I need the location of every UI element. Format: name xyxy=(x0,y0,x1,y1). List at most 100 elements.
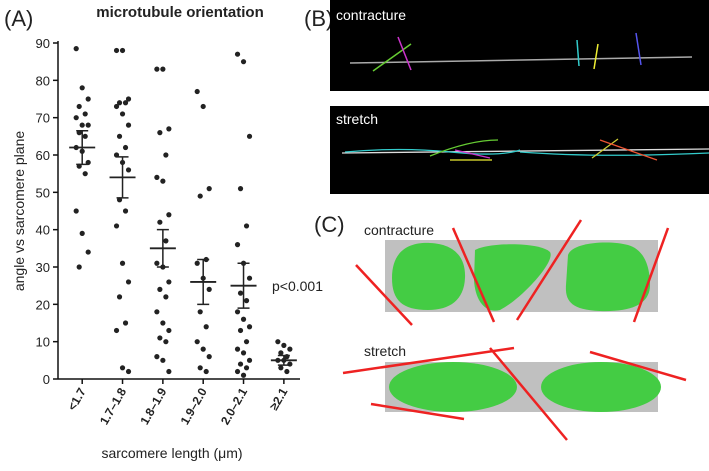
y-tick-label: 80 xyxy=(36,73,50,88)
data-point xyxy=(122,320,129,326)
data-point xyxy=(73,208,79,214)
data-point xyxy=(113,223,120,229)
data-point xyxy=(206,286,212,292)
data-point xyxy=(246,324,253,330)
data-point xyxy=(73,46,79,52)
microtubules xyxy=(355,219,670,326)
data-point xyxy=(194,88,200,95)
microtubules xyxy=(341,138,709,161)
data-point xyxy=(243,339,250,345)
data-point xyxy=(234,309,241,315)
x-tick-label: ≥2.1 xyxy=(267,385,291,412)
error-bar xyxy=(277,354,290,366)
data-point xyxy=(287,346,293,352)
data-point xyxy=(157,335,163,341)
data-point xyxy=(163,339,169,345)
image-label: contracture xyxy=(336,7,406,23)
data-point xyxy=(243,365,250,371)
data-point xyxy=(197,193,203,199)
data-point xyxy=(166,126,172,132)
y-tick-label: 20 xyxy=(36,297,50,312)
data-point xyxy=(154,174,160,180)
data-point xyxy=(122,208,129,214)
data-point xyxy=(234,368,241,375)
x-tick-label: 1.7–1.8 xyxy=(97,385,129,427)
data-point xyxy=(275,339,281,345)
data-point xyxy=(237,361,244,367)
data-point xyxy=(82,171,88,177)
data-point xyxy=(194,260,200,266)
data-point xyxy=(200,103,206,110)
data-point xyxy=(203,324,209,330)
data-point xyxy=(79,230,85,236)
data-point xyxy=(113,103,120,110)
data-point xyxy=(166,327,172,334)
diagram-label: stretch xyxy=(364,343,406,359)
data-point xyxy=(154,66,160,72)
data-point xyxy=(154,354,160,360)
data-point xyxy=(85,122,91,128)
data-point xyxy=(76,103,82,110)
x-tick-label: <1.7 xyxy=(65,385,89,413)
data-point xyxy=(163,152,169,158)
data-point xyxy=(119,47,126,54)
data-point xyxy=(125,167,132,173)
microtubules xyxy=(349,32,693,72)
microtubules xyxy=(342,346,687,441)
myocytes xyxy=(392,242,650,312)
data-point xyxy=(234,51,241,57)
error-bar xyxy=(76,129,89,166)
data-point xyxy=(157,286,163,292)
data-point xyxy=(160,357,166,363)
data-point xyxy=(234,242,241,248)
data-point xyxy=(157,219,163,225)
y-tick-label: 40 xyxy=(36,223,50,238)
x-tick-label: 2.0–2.1 xyxy=(218,385,250,427)
x-axis-label: sarcomere length (μm) xyxy=(101,445,242,461)
diagram-label: contracture xyxy=(364,222,434,238)
data-point xyxy=(284,368,290,375)
y-axis-label: angle vs sarcomere plane xyxy=(11,131,27,292)
y-tick-label: 70 xyxy=(36,111,50,126)
data-point xyxy=(154,309,160,315)
micrograph xyxy=(330,0,709,91)
data-point xyxy=(243,223,250,229)
data-point xyxy=(240,316,247,322)
data-point xyxy=(206,186,212,192)
panel-label: (C) xyxy=(314,212,345,237)
data-point xyxy=(166,279,172,285)
error-bar xyxy=(237,262,250,309)
data-point xyxy=(243,298,250,304)
chart-title: microtubule orientation xyxy=(96,4,264,21)
data-point xyxy=(116,133,123,139)
data-point xyxy=(116,100,123,106)
data-point xyxy=(122,144,129,151)
data-point xyxy=(166,368,172,375)
data-point xyxy=(160,178,166,184)
data-point xyxy=(246,275,253,281)
y-tick-label: 90 xyxy=(36,36,50,51)
data-point xyxy=(122,100,129,106)
data-point xyxy=(163,294,169,300)
panel-label: (B) xyxy=(304,6,333,31)
data-point xyxy=(154,260,160,266)
x-tick-label: 1.8–1.9 xyxy=(137,385,169,427)
data-point xyxy=(237,327,244,334)
data-point xyxy=(157,130,163,136)
myocytes xyxy=(389,362,661,412)
data-point xyxy=(278,365,284,371)
data-point xyxy=(85,96,91,102)
data-point xyxy=(85,249,91,255)
plot-area: 0 10 20 30 40 50 60 70 80 90 <1.7 1.7–1.8 1.8–1.9 1.9… xyxy=(36,36,300,427)
data-point xyxy=(73,115,79,121)
y-tick-label: 30 xyxy=(36,260,50,275)
error-bar xyxy=(156,228,169,268)
data-point xyxy=(125,279,132,285)
error-bar xyxy=(116,156,129,199)
data-point xyxy=(160,66,166,72)
data-point xyxy=(234,346,241,352)
data-point xyxy=(206,354,212,360)
data-point xyxy=(194,339,200,345)
data-point xyxy=(240,372,247,378)
data-point xyxy=(125,368,132,375)
